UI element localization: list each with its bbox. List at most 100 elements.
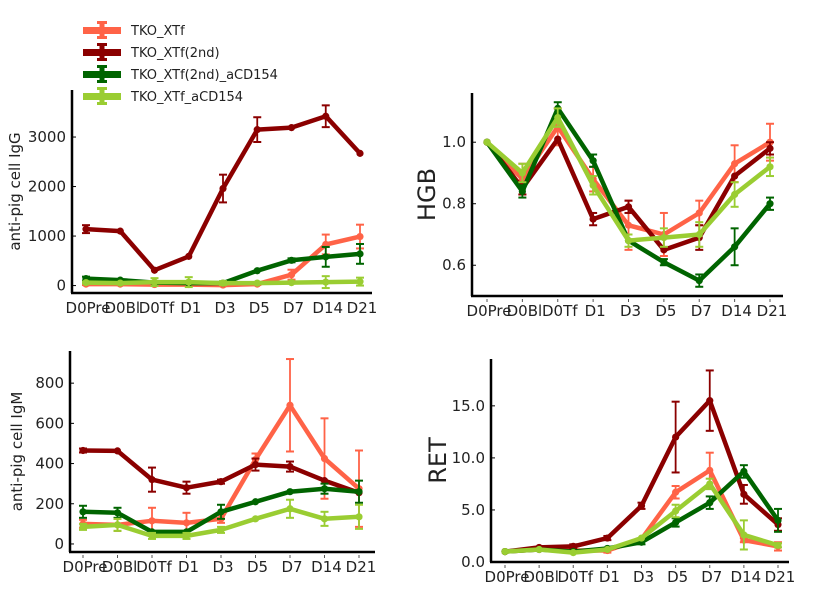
data-point: [286, 462, 294, 471]
data-point: [182, 519, 191, 527]
x-tick-label: D7: [691, 302, 712, 320]
data-point: [356, 232, 364, 241]
data-point: [79, 523, 87, 531]
x-tick-label: D21: [757, 302, 788, 320]
x-tick-label: D0Tf: [136, 558, 172, 576]
x-tick-label: D5: [247, 558, 268, 576]
data-point: [251, 498, 260, 506]
data-point: [355, 513, 363, 521]
data-point: [672, 488, 680, 496]
data-point: [569, 542, 577, 550]
data-point: [731, 172, 739, 180]
data-point: [116, 279, 124, 287]
data-point: [766, 200, 774, 208]
data-point: [695, 277, 703, 285]
x-tick-label: D0Pre: [485, 568, 530, 586]
data-point: [182, 532, 191, 540]
data-point: [706, 499, 714, 507]
y-tick-label: 200: [35, 495, 64, 513]
series-tko-xtf-acd154: [501, 477, 782, 557]
x-tick-label: D7: [283, 299, 304, 317]
data-point: [320, 515, 329, 523]
x-tick-label: D0Pre: [63, 558, 108, 576]
data-point: [624, 237, 633, 245]
legend-entry: TKO_XTf(2nd)_aCD154: [83, 65, 278, 83]
data-point: [148, 476, 156, 484]
series-line: [83, 234, 363, 288]
y-tick-label: 600: [35, 414, 64, 432]
x-tick-label: D21: [347, 299, 378, 317]
data-point: [253, 126, 261, 134]
data-point: [706, 466, 714, 474]
data-point: [287, 271, 296, 279]
x-tick-label: D14: [731, 568, 762, 586]
data-point: [113, 521, 122, 529]
data-point: [356, 250, 364, 258]
y-tick-label: 2000: [28, 178, 66, 196]
x-tick-label: D0Bl: [104, 299, 140, 317]
x-tick-label: D3: [633, 568, 654, 586]
y-tick-label: 0: [56, 277, 66, 295]
series-line: [83, 113, 363, 273]
data-point: [113, 509, 122, 517]
data-point: [356, 149, 364, 157]
y-tick-label: 0.8: [442, 195, 466, 213]
legend: TKO_XTf TKO_XTf(2nd) TKO_XTf(2nd)_aCD154 TK…: [83, 21, 278, 105]
series-tko-xtf-acd154: [82, 275, 364, 290]
x-tick-label: D0Tf: [542, 302, 578, 320]
data-point: [766, 144, 774, 152]
x-tick-label: D14: [312, 299, 343, 317]
y-tick-label: 3000: [28, 128, 66, 146]
data-point: [603, 545, 611, 554]
x-tick-label: D1: [599, 568, 620, 586]
x-tick-label: D5: [655, 302, 676, 320]
x-tick-label: D3: [620, 302, 641, 320]
data-point: [148, 532, 156, 540]
data-point: [287, 124, 296, 132]
data-point: [286, 488, 294, 496]
series-tko-xtf-2nd-: [79, 446, 363, 497]
data-point: [766, 163, 774, 171]
y-tick-label: 5.0: [461, 501, 485, 519]
data-point: [774, 516, 782, 524]
data-point: [219, 184, 227, 193]
data-point: [637, 534, 646, 542]
data-point: [322, 278, 330, 286]
x-tick-label: D7: [281, 558, 302, 576]
data-point: [706, 480, 714, 488]
data-point: [740, 531, 748, 539]
data-point: [706, 397, 714, 405]
x-tick-label: D14: [311, 558, 342, 576]
y-tick-label: 1.0: [442, 133, 466, 151]
data-point: [79, 446, 87, 455]
legend-entry: TKO_XTf_aCD154: [83, 87, 243, 105]
x-tick-label: D0Bl: [507, 302, 543, 320]
data-point: [740, 467, 748, 476]
legend-entry: TKO_XTf: [83, 21, 185, 39]
data-point: [150, 266, 159, 274]
data-point: [589, 157, 597, 165]
data-point: [731, 160, 739, 168]
x-tick-label: D5: [249, 299, 270, 317]
data-point: [182, 484, 191, 492]
series-tko-xtf-acd154: [79, 498, 363, 540]
data-point: [774, 541, 782, 549]
legend-label: TKO_XTf_aCD154: [130, 90, 243, 105]
series-line: [484, 106, 773, 283]
legend-label: TKO_XTf(2nd)_aCD154: [130, 68, 278, 83]
y-axis-label: HGB: [413, 168, 441, 221]
data-point: [554, 114, 562, 122]
data-point: [695, 209, 703, 217]
data-point: [251, 515, 260, 523]
data-point: [672, 433, 680, 441]
data-point: [79, 508, 87, 516]
y-tick-label: 15.0: [452, 397, 485, 415]
data-point: [286, 505, 294, 513]
series-line: [83, 251, 363, 286]
data-point: [501, 547, 509, 556]
data-point: [624, 203, 633, 211]
